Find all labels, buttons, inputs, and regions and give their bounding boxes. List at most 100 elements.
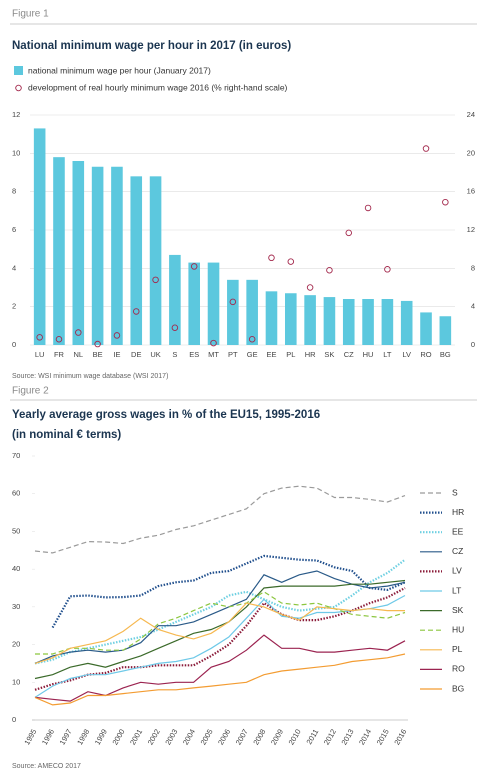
chart-subtitle: (in nominal € terms) [12,429,121,441]
y2-tick-label: 20 [467,148,475,157]
y-tick-label: 10 [12,677,20,686]
marker [384,266,391,273]
bar [246,279,258,345]
source: Source: AMECO 2017 [12,763,81,770]
bar [130,176,143,345]
chart-title: Yearly average gross wages in % of the E… [12,409,320,421]
x-tick-label: 2007 [234,727,250,746]
legend-label: S [452,487,458,497]
x-tick-label: 2006 [216,727,232,746]
line [34,558,406,665]
line [34,579,406,680]
x-tick-label: LV [402,350,411,359]
x-tick-label: 2014 [357,727,373,746]
legend-label: PL [452,644,463,654]
x-tick-label: 1999 [93,727,109,746]
bar [33,128,46,345]
x-tick-label: NL [73,350,83,359]
figure-label: Figure 1 [12,9,49,20]
x-tick-label: BG [440,350,451,359]
bar [53,157,65,345]
line [51,554,406,629]
legend-label: EE [452,526,464,536]
bar [72,161,85,345]
bar [304,295,316,345]
x-tick-label: HR [305,350,316,359]
legend-label: CZ [452,546,463,556]
y2-tick-label: 16 [467,187,475,196]
x-tick-label: 2013 [339,727,355,746]
x-tick-label: 1998 [75,727,91,746]
line [34,587,406,691]
y2-tick-label: 8 [471,263,475,272]
y2-tick-label: 0 [471,340,475,349]
marker [345,229,353,237]
marker [326,267,333,274]
bar [285,293,297,345]
x-tick-label: PL [286,350,295,359]
bar [91,166,104,345]
marker [306,284,314,291]
marker [36,334,43,341]
bar [420,312,432,345]
bar [111,166,123,345]
bar [400,300,413,345]
x-tick-label: EE [266,350,276,359]
marker [55,336,63,343]
line [34,653,406,706]
y-tick-label: 50 [12,526,20,535]
source: Source: WSI minimum wage database (WSI 2… [12,373,168,380]
line [34,602,405,664]
line [35,591,406,655]
line [34,634,406,702]
bar [265,291,278,345]
marker [113,332,121,339]
marker [190,263,198,270]
y-tick-label: 60 [12,489,20,498]
marker [442,198,449,206]
x-tick-label: LT [383,350,392,359]
x-tick-label: 2005 [199,727,215,746]
marker [152,276,159,284]
line [34,485,406,554]
legend-label: national minimum wage per hour (January … [28,65,211,75]
legend-label: LT [452,585,461,595]
marker [210,339,217,347]
x-tick-label: 2008 [251,727,267,746]
bar [149,176,162,345]
bar [188,262,200,345]
y2-tick-label: 4 [471,302,475,311]
marker [248,336,256,343]
line [34,570,406,664]
x-tick-label: GE [247,350,258,359]
marker [132,308,140,315]
legend-swatch [15,84,22,92]
x-tick-label: IE [113,350,120,359]
marker [422,145,430,152]
marker [75,329,82,336]
legend-label: SK [452,605,464,615]
x-tick-label: 1996 [40,727,56,746]
bar [439,316,452,345]
x-tick-label: 2004 [181,727,197,746]
x-tick-label: 2012 [322,727,338,746]
x-tick-label: 1995 [22,727,38,746]
y-tick-label: 12 [12,110,20,119]
marker [94,340,101,348]
x-tick-label: CZ [344,350,354,359]
legend-label: LV [452,566,462,576]
x-tick-label: 2010 [287,727,303,746]
x-tick-label: PT [228,350,238,359]
bar [362,299,374,345]
marker [229,298,237,306]
x-tick-label: 2009 [269,727,285,746]
legend-swatch [14,66,23,75]
y-tick-label: 0 [12,715,16,724]
x-tick-label: 1997 [58,727,74,746]
x-tick-label: MT [208,350,219,359]
x-tick-label: LU [35,350,45,359]
x-tick-label: 2016 [392,727,408,746]
bar [207,262,220,345]
